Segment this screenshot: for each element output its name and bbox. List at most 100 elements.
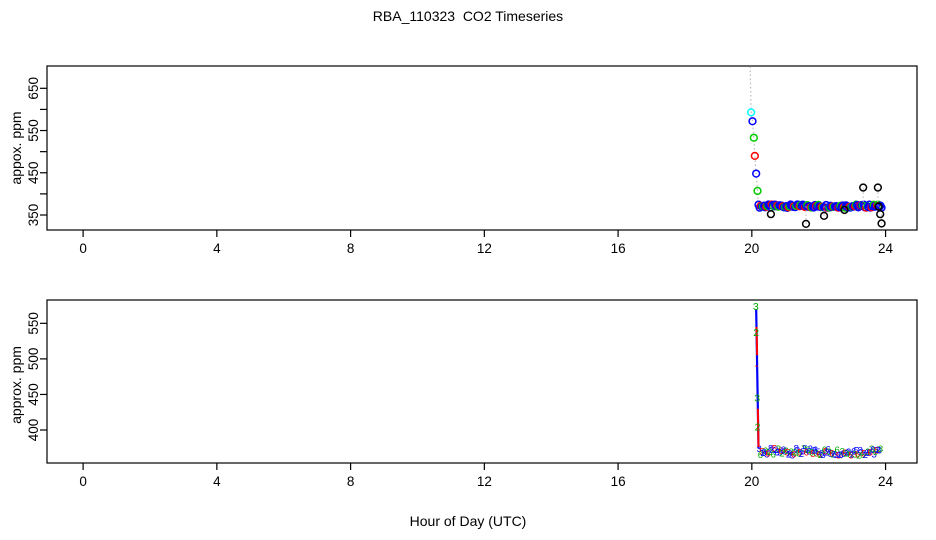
data-point-digit: 3 [769,445,774,456]
data-point-digit: 6 [809,447,814,458]
x-tick-label: 8 [347,474,355,489]
data-point-digit: 8 [870,445,875,456]
data-point-digit: 2 [780,448,785,459]
x-tick-label: 16 [611,241,626,256]
data-point-digit: 6 [822,445,827,456]
x-tick-label: 4 [213,474,221,489]
data-point-digit: 8 [768,444,773,455]
data-point-digit: 3 [776,444,781,455]
data-point-digit: 6 [813,445,818,456]
data-point-digit: 6 [765,448,770,459]
data-point-digit: 3 [801,444,806,455]
y-tick-label: 450 [26,383,41,406]
outlier-point [876,210,885,219]
data-point-digit: 2 [799,449,804,460]
x-tick-label: 12 [477,474,492,489]
data-point-digit: 3 [872,450,877,461]
outlier-point [819,211,829,221]
x-tick-label: 20 [744,474,759,489]
outlier-point [840,205,849,215]
data-point-digit: 3 [808,444,813,455]
data-point-digit: 2 [792,448,797,459]
data-point-digit: 3 [859,448,864,459]
data-point-digit: 5 [772,444,777,455]
data-point-digit: 5 [759,447,764,458]
data-point-digit: 6 [860,450,865,461]
spike-flag-digit: 2 [755,422,761,434]
x-tick-label: 24 [878,241,894,256]
data-point-digit: 6 [758,450,763,461]
data-point-digit: 6 [762,447,767,458]
data-point-digit: 2 [831,449,836,460]
data-point-digit: 2 [863,450,868,461]
y-tick-label: 550 [26,312,41,335]
data-point-digit: 3 [814,449,819,460]
data-point-digit: 6 [877,445,882,456]
data-point-digit: 6 [800,447,805,458]
data-point-digit: 5 [828,449,833,460]
data-point [753,186,762,196]
data-point [752,169,761,178]
data-point-digit: 3 [878,444,883,455]
data-point-digit: 2 [843,448,848,459]
data-point-digit: 5 [823,447,828,458]
data-point [748,117,757,126]
data-point-digit: 8 [819,448,824,459]
data-point-digit: 2 [773,445,778,456]
data-point-digit: 6 [826,444,831,455]
data-point-digit: 2 [805,445,810,456]
data-point-digit: 5 [790,451,795,462]
bottom-panel: 0 4 8 12 16 20 2440045050055036526356283652635… [26,299,918,489]
data-point-digit: 5 [797,448,802,459]
x-tick-label: 12 [477,241,492,256]
data-point-digit: 2 [767,447,772,458]
data-point-digit: 2 [760,448,765,459]
data-point-digit: 2 [837,450,842,461]
y-tick-label: 450 [26,162,41,185]
outlier-point [859,183,868,192]
data-point-digit: 6 [783,446,788,457]
spike-flag-digit: 3 [754,392,760,404]
data-point-digit: 2 [850,449,855,460]
data-point-digit: 3 [757,444,762,455]
data-point-digit: 5 [777,448,782,459]
top-panel: 0 4 8 12 16 20 24 350 450 550 650 [26,65,918,256]
data-point-digit: 6 [838,450,843,461]
data-point-digit: 6 [817,450,822,461]
data-point-digit: 3 [852,450,857,461]
data-point-digit: 6 [804,447,809,458]
data-point-digit: 6 [873,447,878,458]
data-point-digit: 3 [782,447,787,458]
data-point-digit: 3 [846,447,851,458]
data-point-digit: 3 [827,447,832,458]
data-point-digit: 2 [856,450,861,461]
x-tick-label: 8 [347,241,355,256]
data-point-digit: 5 [810,449,815,460]
data-point-digit: 3 [833,450,838,461]
data-point-digit: 6 [796,449,801,460]
x-tick-label: 0 [79,241,87,256]
data-point-digit: 2 [811,446,816,457]
data-point-digit: 6 [868,447,873,458]
data-point-digit: 6 [774,447,779,458]
y-tick-label: 500 [26,348,41,371]
spike-red-segment [756,408,760,448]
data-point-digit: 8 [845,448,850,459]
data-point-digit: 5 [764,449,769,460]
data-point-digit: 5 [841,449,846,460]
data-point-digit: 6 [842,448,847,459]
data-point-digit: 6 [855,449,860,460]
data-point-digit: 2 [869,444,874,455]
data-point-digit: 6 [791,449,796,460]
data-point [747,108,756,117]
data-point-digit: 5 [815,447,820,458]
data-point-digit: 2 [818,450,823,461]
data-point-digit: 3 [788,447,793,458]
chart-title: RBA_110323 CO2 Timeseries [372,8,564,24]
x-tick-label: 16 [611,474,626,489]
data-point [749,133,758,142]
spike-flag-digit: 2 [753,327,759,339]
data-point-digit: 3 [795,445,800,456]
data-point-digit: 2 [875,445,880,456]
y-tick-label: 650 [26,77,41,100]
